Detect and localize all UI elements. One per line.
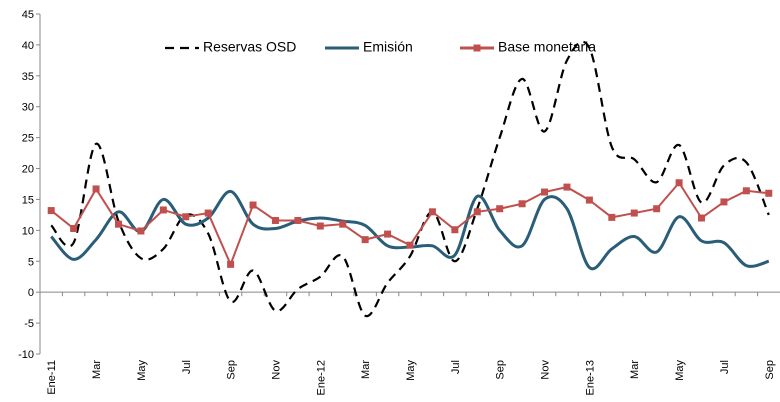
y-tick-label: 15: [22, 194, 34, 206]
series-marker: [361, 236, 369, 244]
series-marker: [114, 220, 122, 228]
x-tick-label: Ene-11: [46, 360, 58, 395]
series-marker: [339, 220, 347, 228]
legend-label: Base monetaria: [498, 39, 596, 55]
x-tick-label: May: [674, 360, 686, 381]
series-marker: [249, 201, 257, 209]
x-tick-label: Ene-13: [584, 360, 596, 395]
series-marker: [159, 206, 167, 214]
series-marker: [720, 198, 728, 206]
series-marker: [496, 205, 504, 213]
series-marker: [653, 205, 661, 213]
series-marker: [182, 213, 190, 221]
series-marker: [70, 225, 78, 233]
series-marker: [294, 216, 302, 224]
series-marker: [227, 260, 235, 268]
y-tick-label: 10: [22, 225, 34, 237]
series-marker: [137, 227, 145, 235]
x-tick-label: Nov: [270, 360, 282, 380]
y-tick-label: 45: [22, 9, 34, 21]
y-tick-label: 20: [22, 164, 34, 176]
legend-marker: [473, 44, 481, 52]
x-tick-label: Mar: [91, 360, 103, 379]
y-tick-label: 35: [22, 71, 34, 83]
series-marker: [630, 209, 638, 217]
series-marker: [518, 200, 526, 208]
y-tick-label: -5: [24, 318, 34, 330]
series-line: [50, 181, 769, 268]
series-marker: [316, 222, 324, 230]
legend-label: Reservas OSD: [203, 39, 296, 55]
series-marker: [384, 230, 392, 238]
series-marker: [585, 196, 593, 204]
series-line: [50, 40, 770, 318]
x-tick-label: Sep: [495, 360, 507, 380]
x-tick-label: Jul: [181, 360, 193, 374]
x-tick-label: Sep: [764, 360, 776, 380]
series-marker: [92, 185, 100, 193]
series-marker: [47, 207, 55, 215]
series-marker: [271, 216, 279, 224]
x-tick-label: Jul: [450, 360, 462, 374]
y-tick-label: 30: [22, 102, 34, 114]
x-tick-label: May: [136, 360, 148, 381]
y-tick-label: 25: [22, 133, 34, 145]
series-marker: [742, 187, 750, 195]
x-tick-label: Nov: [540, 360, 552, 380]
x-tick-label: Sep: [226, 360, 238, 380]
series-marker: [563, 183, 571, 191]
y-tick-label: 5: [28, 256, 34, 268]
series-marker: [451, 226, 459, 234]
x-tick-label: Ene-12: [315, 360, 327, 395]
series-marker: [204, 209, 212, 217]
series-marker: [541, 188, 549, 196]
series-marker: [698, 214, 706, 222]
y-tick-label: -10: [18, 349, 34, 361]
legend-label: Emisión: [363, 39, 413, 55]
x-tick-label: Jul: [719, 360, 731, 374]
series-marker: [675, 179, 683, 187]
series-marker: [608, 213, 616, 221]
series-marker: [406, 241, 414, 249]
series-marker: [428, 208, 436, 216]
x-tick-label: May: [405, 360, 417, 381]
series-marker: [765, 189, 773, 197]
series-marker: [473, 208, 481, 216]
y-tick-label: 40: [22, 40, 34, 52]
y-tick-label: 0: [28, 287, 34, 299]
x-tick-label: Mar: [360, 360, 372, 379]
x-tick-label: Mar: [629, 360, 641, 379]
